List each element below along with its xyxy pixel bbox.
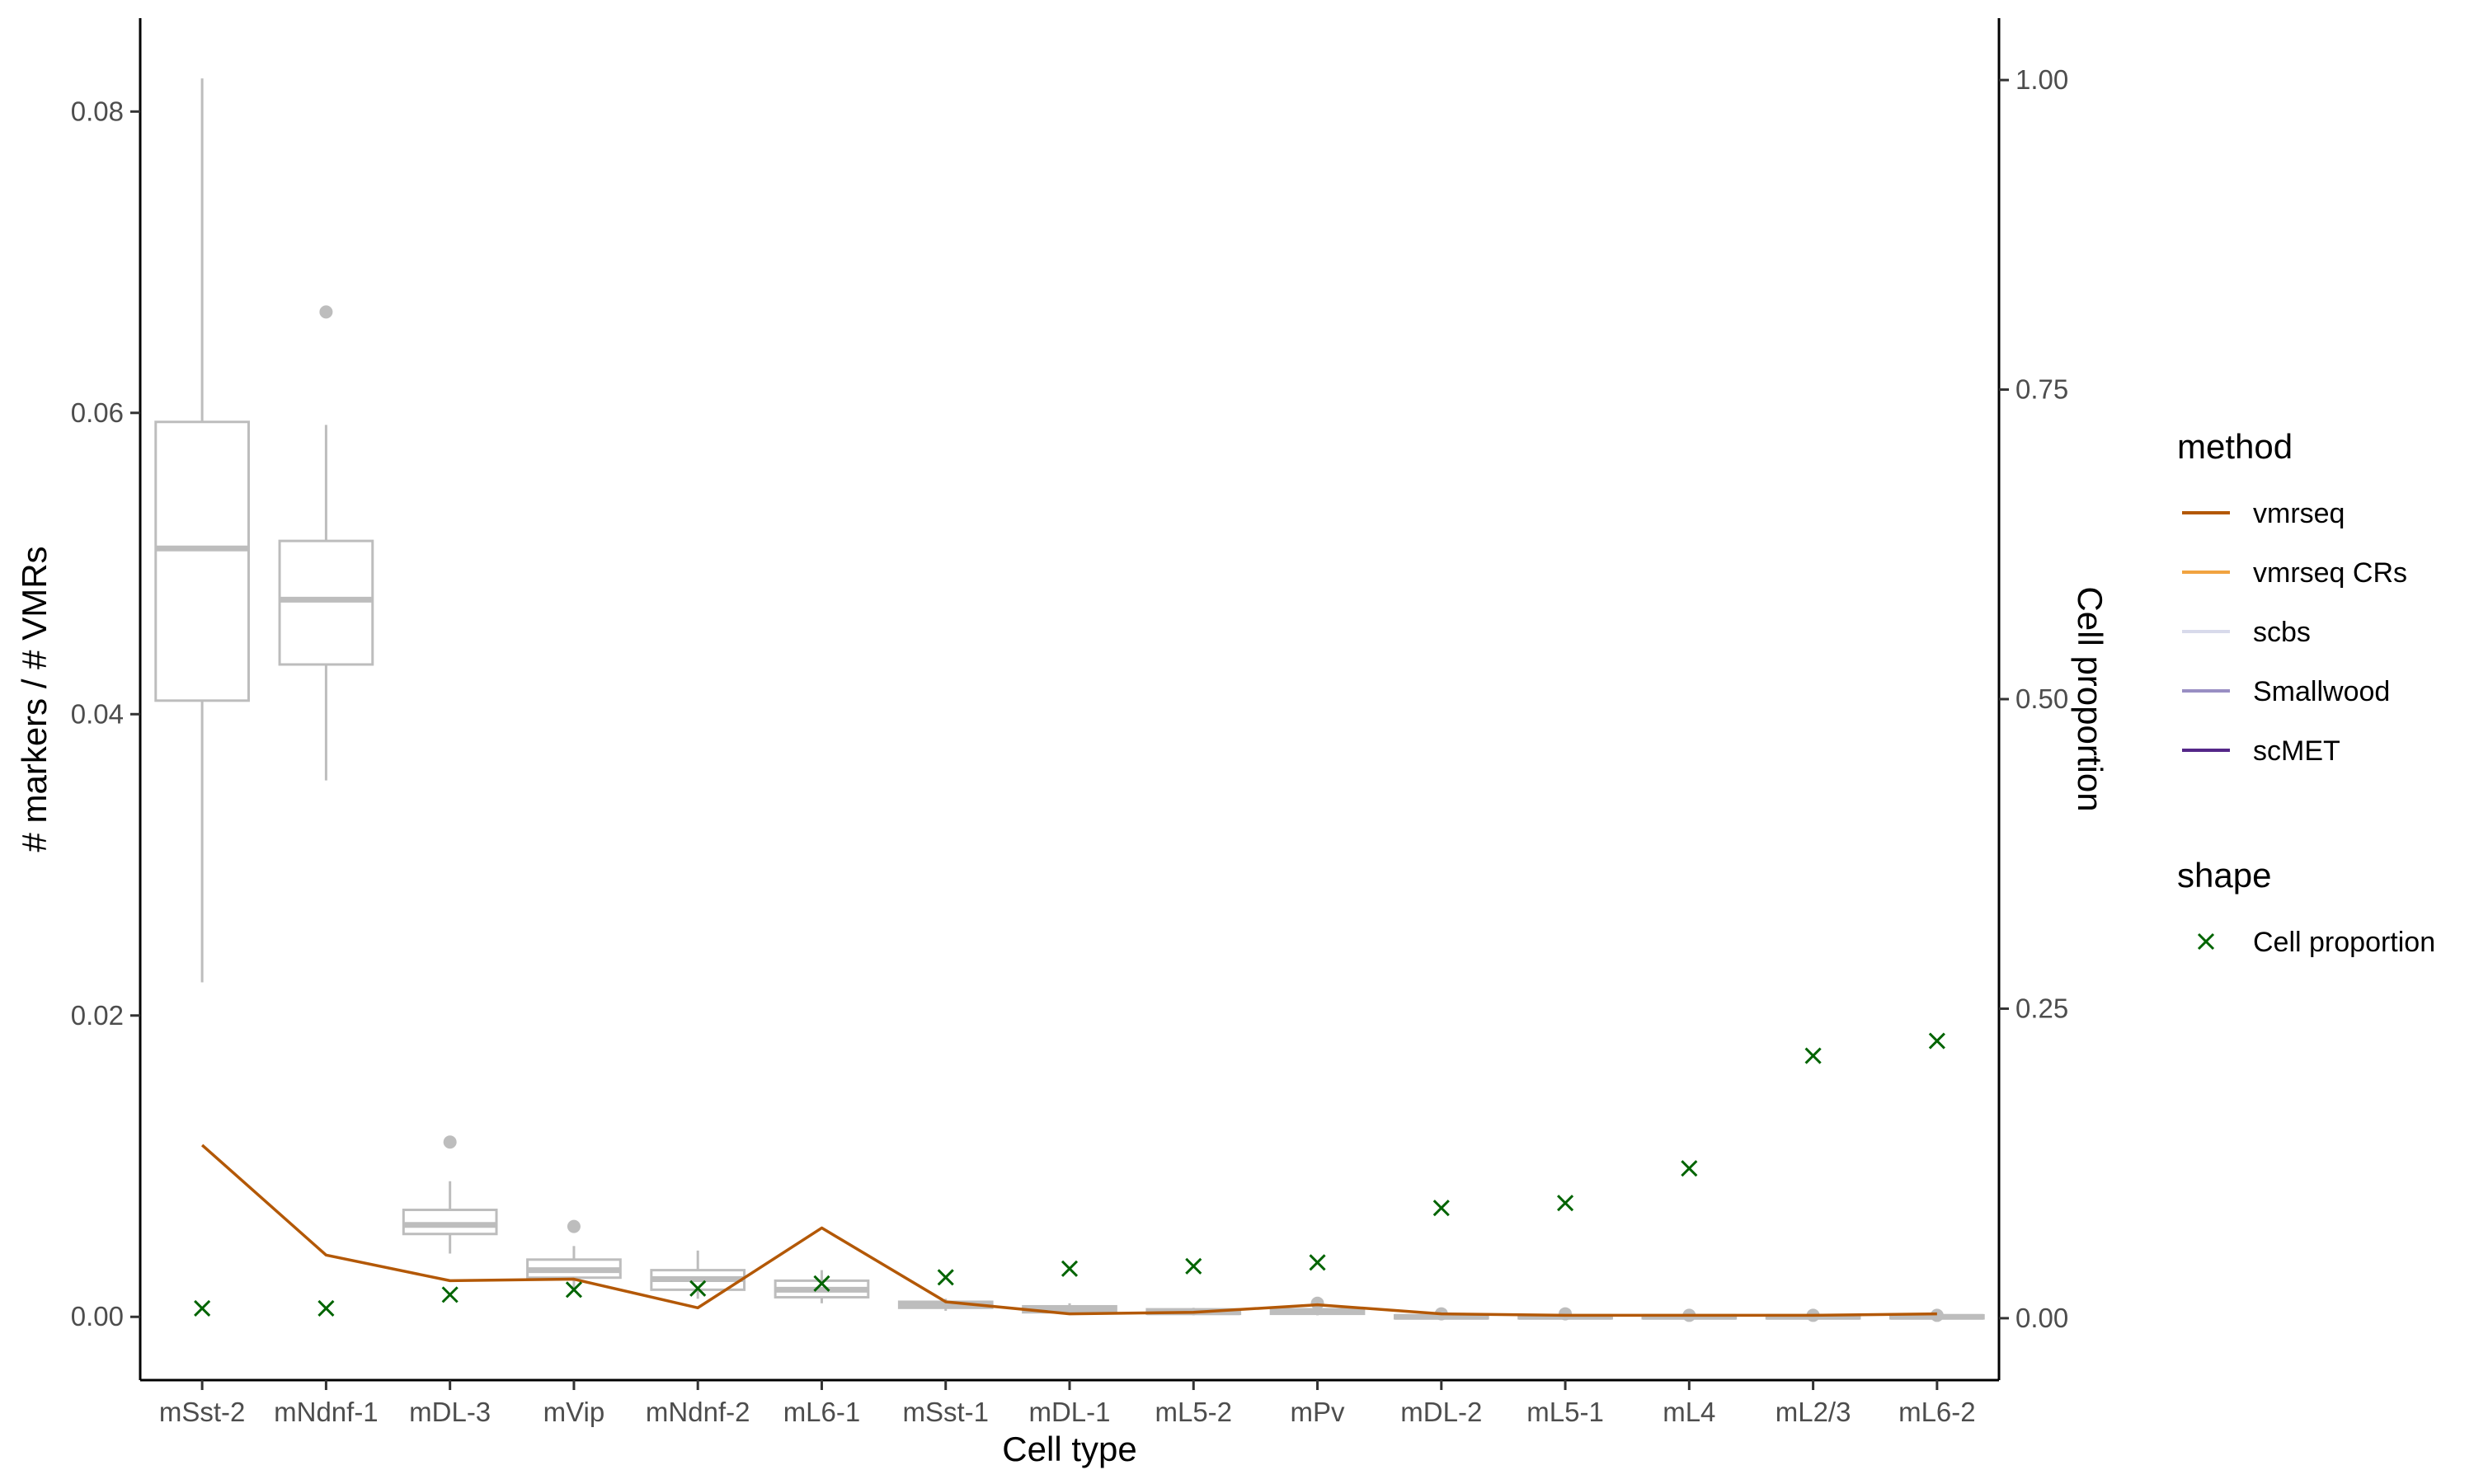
box-mpv	[1269, 1296, 1366, 1316]
x-tick-label: mL6-1	[783, 1397, 861, 1427]
x-tick-label: mL5-1	[1526, 1397, 1604, 1427]
cell-proportion-point	[813, 1275, 830, 1292]
x-tick-label: mDL-2	[1400, 1397, 1482, 1427]
box-body	[154, 420, 250, 702]
y2-tick-label: 1.00	[2015, 64, 2068, 95]
x-tick-label: mPv	[1291, 1397, 1346, 1427]
x-tick-label: mDL-1	[1028, 1397, 1110, 1427]
vmrseq-line-layer	[200, 1144, 1937, 1317]
y2-tick-label: 0.50	[2015, 683, 2068, 714]
cell-proportion-point	[689, 1280, 707, 1297]
x-tick-label: mSst-1	[902, 1397, 989, 1427]
vmrseq-line	[200, 1144, 1937, 1317]
box-ml6-2	[1889, 1308, 1985, 1322]
x-axis-title: Cell type	[1002, 1430, 1136, 1468]
cell-proportion-points-layer	[194, 1032, 1945, 1317]
legend-label-vmrseq: vmrseq	[2253, 498, 2345, 529]
y-tick-label: 0.02	[71, 1000, 124, 1031]
box-ml4	[1641, 1308, 1738, 1322]
x-tick-label: mNdnf-2	[646, 1397, 750, 1427]
x-tick-label: mL6-2	[1898, 1397, 1976, 1427]
left-y-axis-title: # markers / # VMRs	[15, 546, 54, 852]
legend-method-title: method	[2177, 427, 2293, 466]
box-outlier-point	[1310, 1296, 1324, 1310]
box-mdl-2	[1393, 1307, 1489, 1321]
legend-method-items: vmrseq vmrseq CRs scbs Smallwood scMET	[2182, 498, 2407, 767]
cell-proportion-point	[441, 1286, 459, 1303]
cell-proportion-point	[1061, 1260, 1079, 1277]
legend-key-cell-proportion	[2197, 932, 2215, 951]
cell-proportion-point	[565, 1281, 582, 1298]
x-tick-label: mDL-3	[409, 1397, 491, 1427]
box-ml6-1	[774, 1270, 870, 1303]
box-body	[402, 1209, 498, 1236]
y2-tick-label: 0.00	[2015, 1303, 2068, 1333]
left-y-axis-ticks: 0.00 0.02 0.04 0.06 0.08	[71, 96, 140, 1331]
box-msst-2	[154, 78, 250, 983]
cell-proportion-point	[1557, 1195, 1574, 1212]
y-tick-label: 0.06	[71, 397, 124, 428]
box-mvip	[526, 1219, 622, 1292]
y-tick-label: 0.04	[71, 698, 124, 729]
cell-proportion-point	[1804, 1047, 1822, 1064]
box-outlier-point	[1559, 1307, 1573, 1321]
x-tick-label: mNdnf-1	[274, 1397, 379, 1427]
legend-label-scmet: scMET	[2253, 735, 2340, 767]
legend-label-scbs: scbs	[2253, 617, 2311, 648]
right-y-axis-ticks: 0.00 0.25 0.50 0.75 1.00	[1999, 64, 2068, 1333]
cell-proportion-point	[1432, 1200, 1450, 1217]
legend-shape-items: Cell proportion	[2197, 927, 2435, 958]
y2-tick-label: 0.25	[2015, 993, 2068, 1023]
box-body	[278, 539, 374, 666]
cell-proportion-point	[1928, 1032, 1945, 1050]
box-outlier-point	[567, 1219, 581, 1233]
box-mdl-3	[402, 1135, 498, 1254]
right-y-axis-title: Cell proportion	[2071, 586, 2109, 811]
y-tick-label: 0.08	[71, 96, 124, 126]
cell-proportion-point	[317, 1299, 335, 1317]
cell-proportion-point	[1681, 1160, 1698, 1177]
legend-label-cell-proportion: Cell proportion	[2253, 927, 2435, 958]
cell-proportion-point	[1185, 1257, 1202, 1275]
x-tick-label: mVip	[543, 1397, 605, 1427]
box-outlier-point	[1930, 1308, 1944, 1322]
legend-label-vmrseq-crs: vmrseq CRs	[2253, 557, 2407, 589]
x-tick-label: mL2/3	[1776, 1397, 1851, 1427]
legend: method vmrseq vmrseq CRs scbs Smallwood scME…	[2177, 427, 2435, 958]
y2-tick-label: 0.75	[2015, 374, 2068, 405]
x-tick-label: mL4	[1663, 1397, 1715, 1427]
cell-proportion-point	[194, 1299, 211, 1317]
boxes-layer	[154, 78, 1985, 1322]
x-tick-label: mSst-2	[159, 1397, 246, 1427]
legend-label-smallwood: Smallwood	[2253, 676, 2390, 707]
box-outlier-point	[319, 305, 333, 319]
x-tick-label: mL5-2	[1155, 1397, 1232, 1427]
cell-proportion-point	[937, 1269, 954, 1286]
box-mndnf-2	[650, 1250, 746, 1299]
cell-proportion-point	[1309, 1254, 1326, 1271]
x-axis-ticks: mSst-2 mNdnf-1 mDL-3 mVip mNdnf-2 mL6-1 mSst-1…	[159, 1380, 1976, 1427]
legend-shape-title: shape	[2177, 856, 2271, 895]
box-outlier-point	[443, 1135, 457, 1149]
box-mndnf-1	[278, 305, 374, 781]
y-tick-label: 0.00	[71, 1301, 124, 1331]
